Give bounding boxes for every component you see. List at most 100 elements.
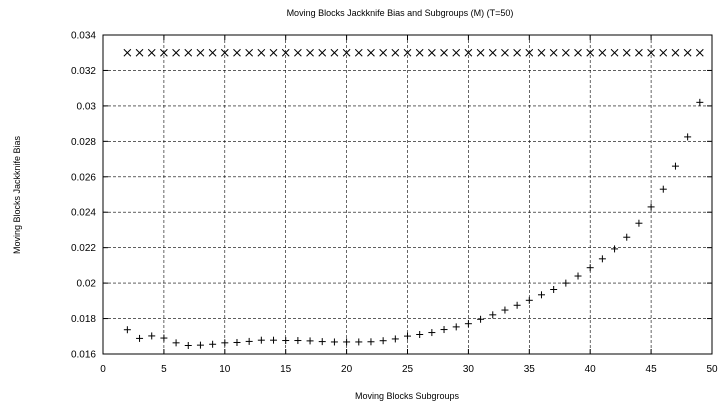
y-tick-labels: 0.016 0.018 0.02 0.022 0.024 0.026 0.028 0.03 0.… [71,31,96,361]
y-tick-label: 0.022 [71,243,96,254]
y-tick-label: 0.02 [77,279,97,290]
plus-point [209,340,217,348]
cross-point [318,48,327,57]
x-tick-label: 10 [219,364,231,375]
plus-point [440,326,448,334]
y-tick-label: 0.028 [71,137,96,148]
cross-point [379,48,387,57]
plus-point [404,332,411,340]
y-tick-label: 0.026 [71,172,96,183]
plus-point [635,219,643,227]
plus-point [489,311,497,319]
plus-point [574,272,582,280]
plus-point [318,338,326,346]
cross-point [403,48,412,57]
plus-point [355,338,363,346]
plus-point [306,337,314,345]
cross-point [354,48,363,57]
plus-point [294,337,302,345]
cross-point [488,48,497,57]
axis-ticks [102,34,713,355]
cross-point [294,48,302,57]
plus-point [562,279,570,287]
plus-point [172,339,180,347]
plus-point [257,336,265,344]
plus-point [477,315,485,323]
data-points [123,48,704,349]
cross-point [440,48,448,57]
plus-point [391,335,399,343]
plus-point [184,341,192,349]
y-tick-label: 0.032 [71,66,96,77]
x-tick-label: 15 [280,364,292,375]
y-tick-label: 0.016 [71,350,96,361]
x-tick-label: 45 [646,364,658,375]
plus-point [428,329,436,337]
cross-point [147,48,156,57]
plus-point [611,245,619,253]
cross-point [525,48,534,57]
plus-point [282,337,290,345]
cross-point [452,48,461,57]
y-tick-label: 0.018 [71,314,96,325]
plus-point [367,338,375,346]
cross-point [428,48,436,57]
cross-point [415,48,424,57]
plus-point [452,323,460,331]
cross-point [208,48,217,57]
cross-point [622,48,631,57]
plus-point [684,133,692,141]
y-tick-label: 0.024 [71,208,96,219]
plus-point [343,338,351,346]
cross-point [245,48,254,57]
x-tick-label: 25 [402,364,414,375]
plus-point [550,285,558,293]
x-axis-title: Moving Blocks Subgroups [355,391,460,401]
plus-point [416,331,424,339]
x-tick-label: 0 [100,364,106,375]
cross-point [549,48,558,57]
cross-point [671,48,680,57]
plus-point [598,255,606,263]
cross-point [367,48,375,57]
cross-point [659,48,668,57]
x-tick-label: 35 [524,364,536,375]
cross-point [513,48,521,57]
cross-point [330,48,339,57]
cross-point [537,48,546,57]
y-axis-title: Moving Blocks Jackknife Bias [12,135,22,254]
plus-point [464,320,472,328]
plus-point [671,162,679,170]
plus-point [136,334,144,342]
plus-point [513,301,521,309]
cross-point [464,48,473,57]
plus-point [160,334,168,342]
plus-point [123,326,131,334]
x-tick-label: 5 [161,364,167,375]
cross-point [586,48,595,57]
plus-point [148,332,156,340]
plus-point [221,339,229,347]
y-tick-label: 0.03 [77,101,97,112]
grid [103,35,712,354]
plus-point [696,98,704,106]
cross-point [501,48,509,57]
cross-point [135,48,144,57]
x-tick-label: 30 [463,364,475,375]
plus-point [586,264,594,272]
plus-point [196,341,204,349]
cross-point [123,48,132,57]
cross-point [476,48,485,57]
plus-point [245,337,253,345]
cross-point [306,48,314,57]
cross-point [561,48,570,57]
plus-point [659,185,667,193]
plus-point [537,291,545,299]
cross-point [269,48,278,57]
plus-point [501,306,509,314]
cross-point [281,48,290,57]
x-tick-labels: 0 5 10 15 20 25 30 35 40 45 50 [100,364,718,375]
cross-point [391,48,400,57]
plus-point [270,336,278,344]
